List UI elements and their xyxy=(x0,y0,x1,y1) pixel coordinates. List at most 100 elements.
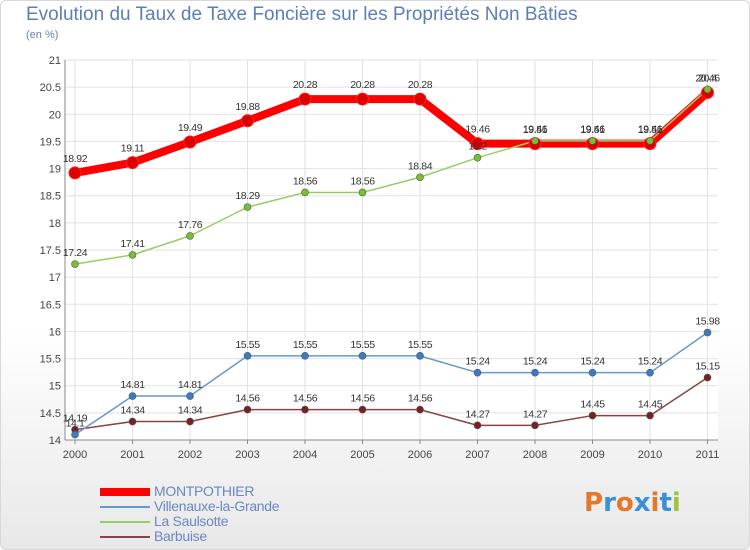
data-label-barbuise: 14.45 xyxy=(580,399,605,411)
legend-label-barbuise: Barbuise xyxy=(154,528,207,544)
x-tick-label: 2002 xyxy=(178,449,202,461)
data-point-villenauxe xyxy=(358,352,367,360)
y-tick-label: 20.5 xyxy=(40,82,61,94)
data-point-barbuise xyxy=(358,405,367,414)
data-point-montpothier xyxy=(241,114,254,128)
logo-letter: o xyxy=(615,488,634,518)
data-point-montpothier xyxy=(68,166,82,180)
data-point-villenauxe xyxy=(646,368,654,377)
data-point-montpothier xyxy=(183,135,197,149)
y-tick-label: 14 xyxy=(49,435,61,447)
data-label-barbuise: 14.45 xyxy=(638,399,663,411)
data-label-barbuise: 14.56 xyxy=(408,393,433,405)
y-tick-label: 18 xyxy=(49,218,61,230)
data-point-barbuise xyxy=(301,405,309,414)
logo-letter: i xyxy=(671,488,681,518)
data-label-montpothier: 19.46 xyxy=(638,124,663,136)
data-label-barbuise: 15.15 xyxy=(695,361,720,373)
data-label-villenauxe: 15.55 xyxy=(235,339,260,351)
legend-label-saulsotte: La Saulsotte xyxy=(154,513,229,529)
legend-swatch-villenauxe xyxy=(100,506,150,508)
data-point-villenauxe xyxy=(301,352,309,360)
x-tick-label: 2008 xyxy=(523,449,547,461)
data-label-saulsotte: 19.51 xyxy=(580,124,605,136)
data-label-villenauxe: 15.55 xyxy=(293,339,318,351)
y-tick-label: 19 xyxy=(49,164,61,176)
logo-letter: x xyxy=(633,488,651,518)
data-label-montpothier: 19.11 xyxy=(121,143,145,155)
data-label-barbuise: 14.19 xyxy=(63,413,88,425)
legend-swatch-montpothier xyxy=(100,488,150,496)
legend-item-barbuise: Barbuise xyxy=(100,528,360,544)
data-point-saulsotte xyxy=(646,137,654,145)
logo-letter: i xyxy=(650,488,660,518)
data-point-barbuise xyxy=(128,417,137,426)
data-label-montpothier: 20.4 xyxy=(698,73,717,85)
x-tick-label: 2005 xyxy=(350,449,374,461)
data-point-montpothier xyxy=(413,92,427,106)
data-label-saulsotte: 19.51 xyxy=(523,124,548,136)
data-point-montpothier xyxy=(126,156,139,170)
data-point-villenauxe xyxy=(588,368,597,377)
x-tick-label: 2006 xyxy=(408,449,432,461)
data-point-saulsotte xyxy=(358,188,367,197)
data-point-saulsotte xyxy=(71,260,79,268)
data-point-saulsotte xyxy=(301,188,309,197)
legend-item-montpothier: MONTPOTHIER xyxy=(100,483,360,499)
data-label-barbuise: 14.27 xyxy=(523,408,548,420)
data-label-saulsotte: 17.24 xyxy=(63,247,88,259)
data-point-barbuise xyxy=(243,405,252,414)
data-point-saulsotte xyxy=(588,137,597,145)
series-line-saulsotte xyxy=(74,88,709,265)
data-point-barbuise xyxy=(531,421,539,430)
legend-swatch-saulsotte xyxy=(100,521,150,523)
data-label-barbuise: 14.56 xyxy=(350,393,375,405)
logo-letter: P xyxy=(584,488,604,518)
unit-label: (en %) xyxy=(26,29,59,41)
data-point-villenauxe xyxy=(186,392,194,400)
x-tick-label: 2010 xyxy=(638,449,662,461)
data-label-villenauxe: 14.81 xyxy=(120,379,145,391)
data-label-barbuise: 14.56 xyxy=(235,393,260,405)
data-point-villenauxe xyxy=(243,352,252,360)
legend-label-villenauxe: Villenauxe-la-Grande xyxy=(154,498,280,514)
x-tick-label: 2001 xyxy=(120,449,144,461)
legend-item-saulsotte: La Saulsotte xyxy=(100,513,360,529)
data-label-barbuise: 14.34 xyxy=(120,405,145,417)
x-tick-label: 2003 xyxy=(235,449,259,461)
x-tick-label: 2000 xyxy=(63,449,87,461)
y-tick-label: 15.5 xyxy=(40,354,61,366)
data-point-villenauxe xyxy=(473,368,482,377)
data-label-montpothier: 20.28 xyxy=(350,79,375,91)
y-tick-label: 17 xyxy=(49,272,61,284)
data-label-saulsotte: 20.46 xyxy=(695,72,720,84)
data-point-villenauxe xyxy=(416,352,424,360)
logo-letter: r xyxy=(603,488,616,518)
data-label-montpothier: 19.46 xyxy=(465,124,490,136)
data-point-montpothier xyxy=(471,137,484,151)
data-label-montpothier: 19.49 xyxy=(178,122,203,134)
data-label-saulsotte: 18.56 xyxy=(350,175,375,187)
data-point-saulsotte xyxy=(531,137,539,145)
data-point-barbuise xyxy=(646,411,654,420)
legend: MONTPOTHIER Villenauxe-la-Grande La Saul… xyxy=(100,483,360,544)
data-point-saulsotte xyxy=(186,232,194,240)
data-point-villenauxe xyxy=(703,328,712,337)
y-tick-label: 14.5 xyxy=(40,408,61,420)
data-point-barbuise xyxy=(186,417,194,426)
data-point-saulsotte xyxy=(416,173,424,182)
data-point-montpothier xyxy=(298,92,312,106)
data-label-barbuise: 14.56 xyxy=(293,393,318,405)
series-line-montpothier xyxy=(74,89,711,177)
x-tick-label: 2007 xyxy=(465,449,489,461)
chart-title: Evolution du Taux de Taxe Foncière sur l… xyxy=(26,4,578,25)
data-label-montpothier: 20.28 xyxy=(408,79,433,91)
data-label-montpothier: 20.28 xyxy=(293,79,318,91)
data-label-montpothier: 19.46 xyxy=(523,124,548,136)
y-tick-label: 18.5 xyxy=(40,191,61,203)
proxiti-logo: Proxiti xyxy=(584,488,681,518)
data-point-barbuise xyxy=(416,405,424,414)
y-tick-label: 20 xyxy=(49,109,61,121)
data-label-saulsotte: 19.51 xyxy=(638,124,663,136)
